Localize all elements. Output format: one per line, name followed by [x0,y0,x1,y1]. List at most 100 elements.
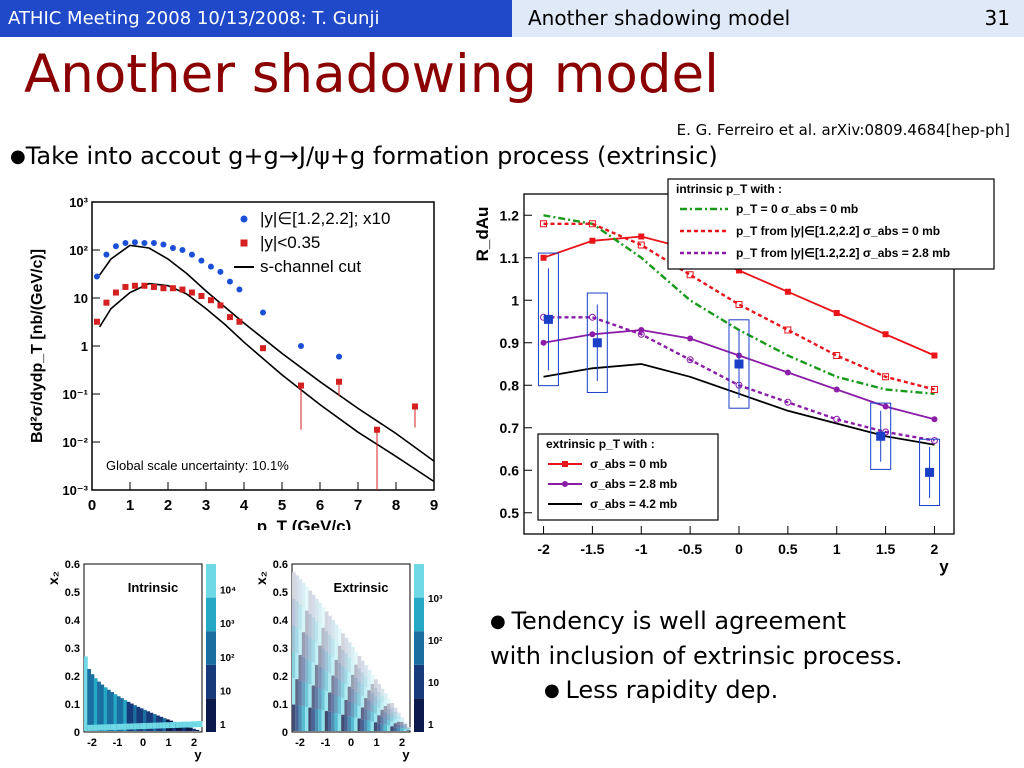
y-tick-label: 0.5 [500,505,520,521]
heatmap-cell [172,722,177,728]
note-line-3: ● Less rapidity dep. [490,673,903,708]
series-point [833,415,841,423]
heatmap-cell [93,678,98,731]
heatmap-cell [318,624,322,646]
heatmap-cell [100,684,105,731]
heatmap-cell [308,707,313,731]
heatmap-cell [334,624,339,643]
heatmap-cell [295,627,300,654]
x-tick-label: -2 [295,737,305,749]
colorbar-segment [414,664,424,699]
series-point [784,369,791,376]
series-point [833,310,840,316]
heatmap-cell [360,684,365,696]
heatmap-cell [126,723,131,730]
colorbar-label: 10 [220,686,232,697]
heatmap-cell [396,721,401,725]
heatmap-cell [337,679,342,697]
y-tick-label: 1 [511,292,519,308]
heatmap-cell [360,660,365,731]
heatmap-cell [390,726,395,731]
heatmap-cell [406,727,411,729]
heatmap-cell [314,598,319,621]
heatmap-cell [301,607,306,633]
heatmap-cell [195,721,200,728]
x-tick-label: 1 [373,737,379,749]
x-tick-label: 0.5 [778,541,798,557]
heatmap-cell [337,645,342,663]
heatmap-cell [331,712,336,731]
data-point [543,314,553,324]
heatmap-cell [396,712,401,716]
heatmap-cell [139,723,144,730]
heatmap-cell [370,674,375,684]
heatmap-cell [143,723,147,729]
bullet-dot-icon: ● [490,611,512,632]
heatmap-cell [298,680,303,706]
data-point [150,283,157,290]
data-point [112,243,119,250]
heatmap-cell [321,607,326,731]
heatmap-cell [347,716,352,731]
colorbar-segment [414,698,424,732]
heatmap-cell [165,722,170,729]
heatmap-cell [97,724,101,731]
data-point [198,293,205,300]
series-point [589,237,596,244]
heatmap-cell [321,648,326,670]
extrinsic-heatmap: 11010²10³Extrinsic00.10.20.30.40.50.6-2-… [253,559,443,762]
header-slide-title: Another shadowing model [528,6,791,30]
heatmap-cell [373,705,378,714]
y-tick-label: 0.7 [500,420,520,436]
heatmap-cell [351,716,355,731]
heatmap-cell [324,651,329,672]
y-tick-label: 1.1 [500,250,520,266]
header-slide-info: Another shadowing model 31 [512,0,1024,37]
heatmap-cell [403,723,408,726]
heatmap-cell [129,703,134,731]
heatmap-cell [120,698,124,731]
series-point [686,271,694,279]
heatmap-cell [324,671,329,692]
x-axis-label: y [402,747,410,762]
data-point [103,299,110,306]
heatmap-cell [390,702,395,731]
colorbar-label: 10² [428,636,443,647]
heatmap-cell [292,704,296,731]
heatmap-cell [367,669,372,681]
systematic-box [586,292,608,393]
data-point [150,239,157,246]
x-tick-label: 2 [931,541,939,557]
heatmap-cell [383,693,388,700]
y-tick-label: 0.5 [273,587,288,599]
x-axis-label: y [194,747,202,762]
legend-label: σ_abs = 4.2 mb [590,497,677,511]
colorbar-segment [414,564,424,598]
heatmap-cell [295,705,300,731]
heatmap-cell [103,687,108,731]
heatmap-cell [354,704,359,718]
heatmap-cell [311,617,316,641]
series-point [638,233,645,240]
heatmap-cell [123,723,128,730]
note-line-3-text: Less rapidity dep. [565,676,779,704]
heatmap-cell [321,607,326,628]
heatmap-cell [341,649,345,666]
extrinsic-legend-box [537,433,719,521]
heatmap-cell [387,698,391,731]
x-tick-label: 3 [202,497,210,514]
heatmap-cell [331,620,336,731]
heatmap-cell [321,669,326,690]
heatmap-cell [370,693,375,703]
colorbar-label: 10³ [428,594,443,605]
heatmap-cell [370,721,375,731]
series-point [833,352,841,359]
series-line [543,222,935,391]
heatmap-cell [373,687,378,697]
heatmap-cell [367,720,372,731]
series-point [882,373,890,381]
data-point [112,289,119,296]
heatmap-cell [146,722,151,729]
colorbar-segment [206,564,216,598]
systematic-box [870,402,892,470]
